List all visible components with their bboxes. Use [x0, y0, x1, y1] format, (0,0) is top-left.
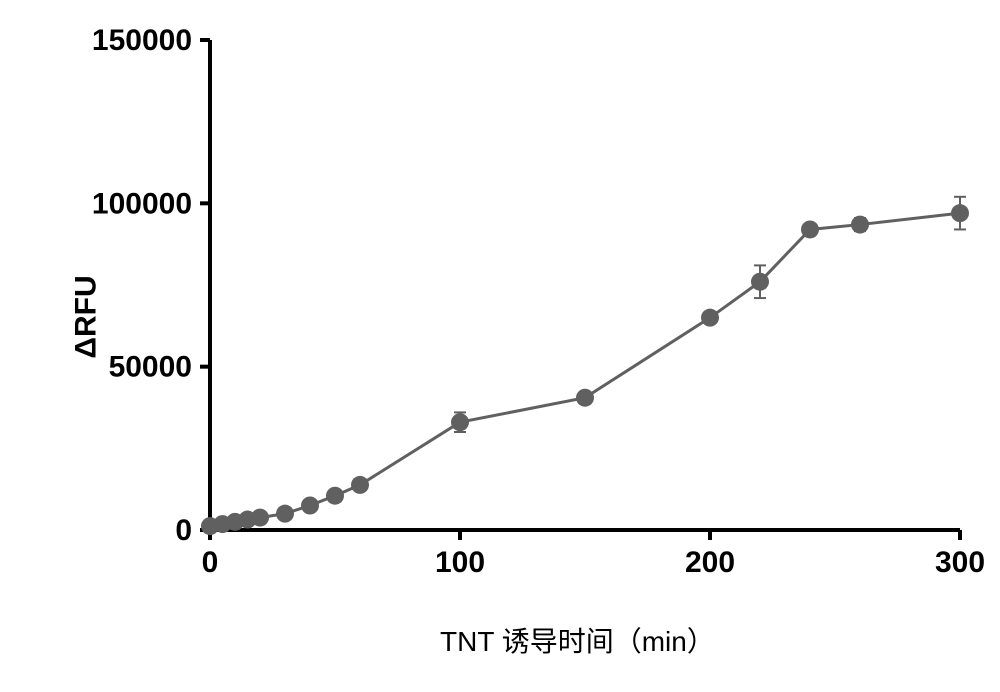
data-marker — [301, 497, 319, 515]
chart-svg: 0 50000 100000 150000 0 100 200 300 — [40, 10, 1000, 610]
x-tick-label: 100 — [435, 546, 485, 579]
data-marker — [326, 487, 344, 505]
data-marker — [951, 204, 969, 222]
y-tick-label: 100000 — [92, 187, 192, 220]
data-marker — [851, 216, 869, 234]
data-marker — [801, 220, 819, 238]
data-marker — [576, 389, 594, 407]
y-tick-label: 50000 — [109, 351, 192, 384]
x-axis-label: TNT 诱导时间（min） — [440, 620, 715, 660]
data-line — [210, 213, 960, 526]
data-marker — [751, 273, 769, 291]
data-marker — [351, 476, 369, 494]
data-marker — [701, 309, 719, 327]
x-tick-label: 0 — [202, 546, 219, 579]
data-marker — [451, 413, 469, 431]
data-marker — [276, 505, 294, 523]
x-tick-label: 200 — [685, 546, 735, 579]
x-tick-label: 300 — [935, 546, 985, 579]
y-tick-label: 150000 — [92, 24, 192, 57]
data-marker — [251, 509, 269, 527]
chart-container: ΔRFU 0500001000001500000100200300 TNT 诱导… — [40, 10, 960, 660]
y-tick-label: 0 — [175, 514, 192, 547]
